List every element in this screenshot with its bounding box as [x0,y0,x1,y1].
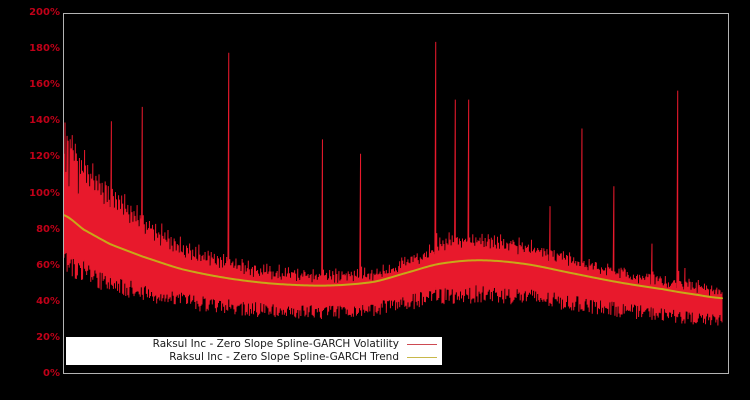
y-axis-tick-label: 20% [36,331,60,343]
volatility-series-line [63,41,723,326]
chart-legend[interactable]: Raksul Inc - Zero Slope Spline-GARCH Vol… [66,337,442,365]
legend-item-trend[interactable]: Raksul Inc - Zero Slope Spline-GARCH Tre… [67,351,441,364]
y-axis-tick-label: 160% [29,79,60,91]
y-axis-tick-label: 80% [36,223,60,235]
legend-swatch-volatility [407,344,437,345]
y-axis-tick-label: 100% [29,187,60,199]
y-axis-tick-label: 40% [36,295,60,307]
legend-swatch-trend [407,357,437,358]
y-axis-tick-label: 140% [29,115,60,127]
series-layer [63,41,723,326]
plot-frame [63,13,729,374]
y-axis-tick-label: 60% [36,259,60,271]
y-axis-tick-label: 0% [43,368,60,379]
trend-series-line [63,214,723,300]
legend-label-trend: Raksul Inc - Zero Slope Spline-GARCH Tre… [169,351,399,363]
y-axis-tick-labels: 200% 180% 160% 140% 120% 100% 80% 60% 40% 20% 0% [0,0,60,400]
y-axis-tick-label: 200% [29,7,60,18]
legend-item-volatility[interactable]: Raksul Inc - Zero Slope Spline-GARCH Vol… [67,338,441,351]
y-axis-tick-label: 120% [29,151,60,163]
legend-label-volatility: Raksul Inc - Zero Slope Spline-GARCH Vol… [152,338,399,350]
y-axis-tick-label: 180% [29,43,60,55]
